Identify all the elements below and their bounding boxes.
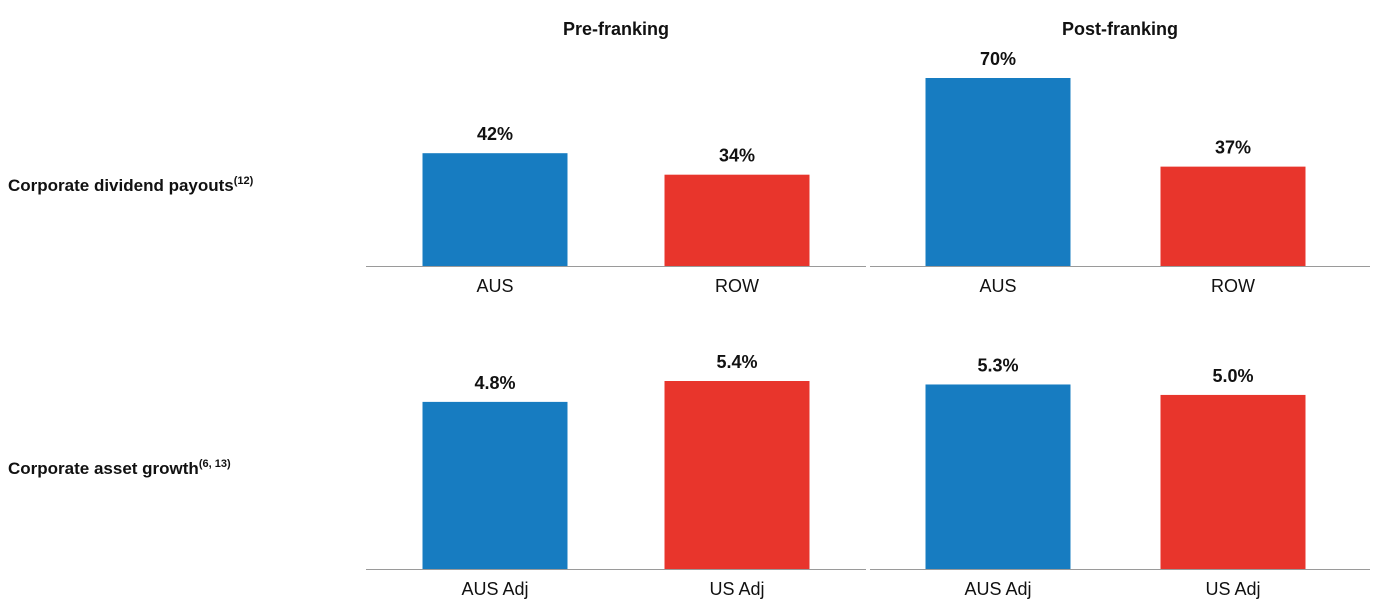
data-label: 70% — [980, 49, 1016, 69]
bar — [664, 174, 810, 266]
bar — [664, 381, 810, 569]
row-note: (12) — [234, 175, 254, 187]
row-note: (6, 13) — [199, 458, 231, 470]
bar — [925, 384, 1071, 569]
bar — [925, 78, 1071, 266]
data-label: 34% — [719, 146, 755, 166]
data-label: 4.8% — [474, 373, 515, 393]
bar — [422, 153, 568, 266]
data-label: 5.4% — [716, 352, 757, 372]
x-tick-label: ROW — [715, 276, 759, 296]
column-title: Post-franking — [1062, 19, 1178, 39]
row-label-text: Corporate dividend payouts — [8, 176, 234, 195]
column-title: Pre-franking — [563, 19, 669, 39]
x-tick-label: ROW — [1211, 276, 1255, 296]
row-label-text: Corporate asset growth — [8, 459, 199, 478]
x-tick-label: AUS Adj — [964, 579, 1031, 599]
x-tick-label: AUS — [476, 276, 513, 296]
data-label: 42% — [477, 124, 513, 144]
row-label: Corporate dividend payouts(12) — [8, 175, 254, 195]
data-label: 37% — [1215, 138, 1251, 158]
bar — [1160, 166, 1306, 266]
x-tick-label: AUS — [979, 276, 1016, 296]
x-tick-label: US Adj — [1205, 579, 1260, 599]
x-tick-label: AUS Adj — [461, 579, 528, 599]
bar — [422, 401, 568, 569]
x-tick-label: US Adj — [709, 579, 764, 599]
data-label: 5.0% — [1212, 366, 1253, 386]
row-label: Corporate asset growth(6, 13) — [8, 458, 231, 478]
data-label: 5.3% — [977, 355, 1018, 375]
bar — [1160, 394, 1306, 569]
